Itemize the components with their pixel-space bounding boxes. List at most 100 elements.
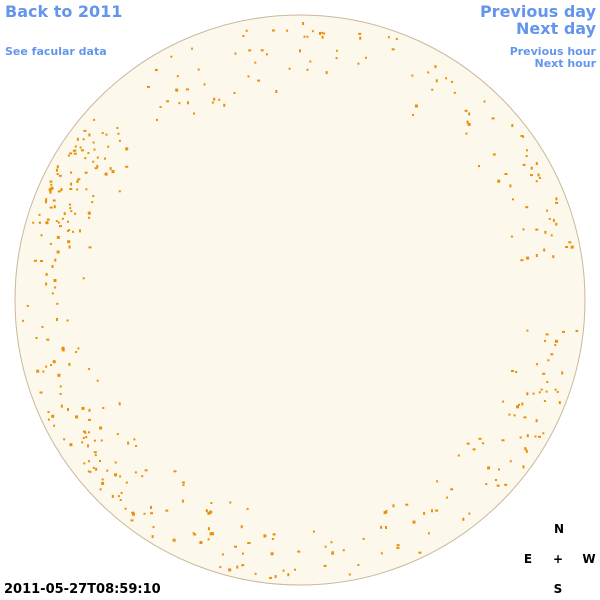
facula [309, 60, 312, 63]
facula [33, 259, 37, 262]
facula [96, 164, 99, 168]
facula [521, 402, 524, 406]
facula [478, 437, 482, 440]
facula [242, 552, 244, 555]
facula [82, 436, 85, 439]
facula [562, 330, 565, 333]
facula [116, 127, 119, 129]
facula [302, 22, 305, 25]
facula [219, 566, 222, 569]
facula [54, 258, 57, 262]
facula [159, 106, 162, 108]
facula [269, 576, 272, 579]
facula [59, 225, 62, 228]
facula [211, 532, 215, 536]
facula [323, 32, 326, 35]
facula [125, 481, 128, 484]
facula [73, 152, 77, 155]
facula [380, 552, 383, 555]
facula [491, 117, 495, 120]
facula [67, 240, 71, 244]
facula [254, 61, 257, 64]
facula [504, 483, 508, 486]
facula [76, 188, 79, 191]
facula [118, 139, 121, 142]
facula [342, 549, 345, 552]
facula [540, 388, 543, 391]
facula [54, 286, 57, 289]
facula [357, 564, 360, 566]
facula [543, 248, 546, 252]
facula [462, 517, 465, 521]
facula [270, 552, 274, 556]
facula [207, 511, 211, 515]
facula [282, 569, 285, 572]
facula [63, 212, 66, 216]
previous-hour-link[interactable]: Previous hour [509, 45, 596, 58]
facula [82, 430, 86, 433]
facula [132, 512, 135, 516]
facula [79, 146, 82, 149]
facula [51, 414, 55, 418]
facula [331, 551, 334, 554]
facula [537, 173, 540, 177]
facula [434, 65, 437, 69]
next-hour-link[interactable]: Next hour [534, 57, 597, 70]
facula [35, 337, 38, 339]
facula [412, 113, 414, 116]
facula [203, 83, 206, 86]
facula [99, 460, 101, 462]
back-link[interactable]: Back to 2011 [5, 2, 123, 21]
facula [468, 512, 471, 515]
facula [535, 254, 538, 257]
facula [418, 551, 422, 554]
facula [32, 221, 35, 224]
facula [144, 469, 148, 472]
facula [45, 365, 48, 368]
facula [58, 174, 62, 177]
facula [88, 216, 91, 219]
facula [510, 235, 513, 238]
facula [51, 187, 54, 190]
facula [294, 568, 296, 571]
facula [405, 503, 409, 506]
facula [545, 390, 548, 393]
next-day-link[interactable]: Next day [516, 19, 596, 38]
facula [38, 221, 41, 224]
facula [85, 188, 88, 191]
facula [92, 466, 95, 469]
facula [49, 190, 52, 194]
facula [271, 29, 275, 32]
facula [392, 504, 395, 508]
facula [45, 272, 48, 276]
facula [63, 438, 66, 441]
facula [524, 447, 527, 451]
facula [260, 49, 264, 52]
facula [56, 302, 59, 305]
facula [84, 431, 87, 434]
facula [60, 188, 63, 192]
facula [234, 52, 237, 55]
facula [82, 277, 85, 280]
facular-link[interactable]: See facular data [5, 45, 107, 58]
previous-day-link[interactable]: Previous day [479, 2, 596, 21]
facula [431, 509, 433, 513]
facula [42, 370, 45, 373]
facula [69, 207, 72, 210]
facula [522, 135, 525, 138]
timestamp: 2011-05-27T08:59:10 [4, 582, 161, 597]
facula [331, 552, 335, 555]
facula [95, 467, 98, 471]
facula [84, 171, 88, 174]
facula [151, 535, 154, 539]
facula [511, 370, 514, 372]
facula [241, 564, 245, 567]
facula [141, 475, 144, 478]
facula [165, 509, 169, 512]
facula [88, 133, 91, 137]
facula [124, 507, 127, 510]
facula [181, 499, 184, 503]
facula [359, 36, 362, 40]
facula [495, 479, 497, 481]
facula [47, 411, 50, 413]
